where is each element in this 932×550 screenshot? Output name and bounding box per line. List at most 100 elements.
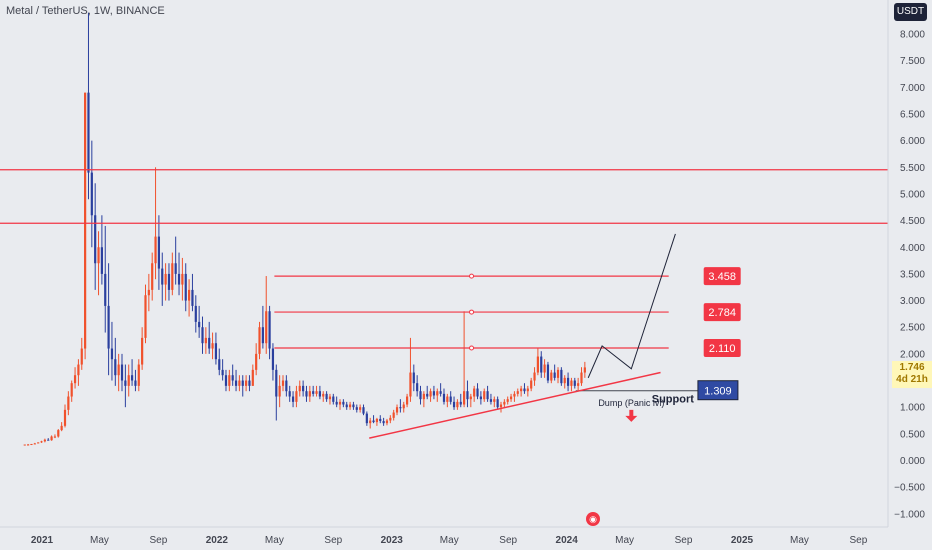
projection-path — [587, 233, 676, 379]
candle-body — [489, 399, 493, 402]
candle-body — [322, 393, 325, 397]
candle-body — [372, 420, 375, 423]
candle-body — [426, 393, 429, 397]
candle-body — [516, 391, 519, 394]
x-tick-label: May — [90, 535, 109, 546]
candle-body — [466, 391, 469, 400]
candle-body — [550, 372, 553, 381]
candle-body — [506, 399, 509, 402]
candle-body — [275, 369, 278, 397]
candle-body — [84, 92, 87, 349]
candle-body — [469, 396, 472, 400]
candle-body — [157, 236, 161, 269]
level-tag — [703, 339, 741, 358]
candle-body — [369, 420, 372, 424]
candle-body — [187, 289, 191, 301]
candle-body — [402, 404, 405, 409]
candle-body — [536, 356, 539, 373]
candle-body — [181, 273, 184, 285]
candle-body — [392, 412, 395, 418]
tradingview-logo-icon[interactable]: ◉ — [586, 512, 600, 526]
candle-body — [583, 367, 586, 373]
candle-body — [409, 372, 412, 397]
candle-body — [141, 337, 144, 365]
x-tick-label: Sep — [324, 535, 342, 546]
candle-body — [318, 391, 321, 397]
level-midpoint — [469, 309, 475, 315]
x-tick-label: 2022 — [206, 535, 229, 546]
x-tick-label: Sep — [499, 535, 517, 546]
candle-body — [154, 236, 157, 264]
candle-body — [37, 442, 40, 444]
x-tick-label: 2025 — [731, 535, 754, 546]
candle-body — [509, 396, 513, 400]
candle-body — [144, 295, 147, 338]
candle-body — [204, 337, 207, 344]
candle-body — [191, 289, 194, 306]
candle-body — [47, 439, 50, 441]
x-tick-label: May — [790, 535, 809, 546]
candle-body — [161, 268, 164, 285]
candle-body — [345, 404, 348, 408]
candle-body — [375, 418, 379, 423]
candle-body — [110, 348, 114, 360]
candle-body — [570, 380, 573, 386]
candle-body — [167, 273, 171, 290]
candle-body — [379, 418, 382, 422]
last-price: 1.746 — [899, 362, 925, 373]
candle-body — [194, 305, 197, 322]
y-tick-label: 5.000 — [900, 189, 925, 200]
candle-body — [302, 385, 305, 392]
candle-body — [365, 413, 368, 424]
candle-body — [463, 391, 466, 405]
candle-body — [493, 399, 496, 402]
candle-body — [446, 396, 449, 402]
candle-body — [278, 385, 281, 397]
candle-body — [218, 359, 221, 370]
candle-body — [359, 407, 362, 410]
candle-body — [211, 343, 214, 349]
candle-body — [419, 391, 422, 400]
candle-body — [164, 273, 167, 285]
candle-body — [53, 436, 57, 438]
candle-body — [566, 377, 570, 386]
y-tick-label: 4.000 — [900, 243, 925, 254]
level-label: 2.784 — [708, 307, 736, 319]
candle-body — [315, 391, 318, 394]
candle-body — [107, 305, 110, 349]
candle-body — [238, 380, 241, 386]
candle-body — [382, 421, 385, 424]
dump-arrow-icon — [625, 409, 638, 422]
currency-button[interactable]: USDT — [894, 3, 927, 21]
candle-body — [201, 327, 204, 344]
y-tick-label: 0.000 — [900, 456, 925, 467]
candle-body — [184, 273, 187, 301]
candle-body — [174, 263, 177, 274]
chart-title: Metal / TetherUS, 1W, BINANCE — [6, 5, 165, 17]
price-axis-panel — [888, 0, 932, 550]
candle-body — [483, 391, 486, 400]
candle-body — [416, 383, 419, 392]
candle-body — [285, 380, 288, 392]
x-tick-label: May — [265, 535, 284, 546]
y-tick-label: 6.500 — [900, 109, 925, 120]
level-midpoint — [469, 345, 475, 351]
candle-body — [422, 393, 425, 400]
candle-body — [177, 273, 181, 285]
candle-body — [255, 353, 258, 370]
candle-body — [117, 364, 120, 376]
level-label: 2.110 — [709, 343, 736, 355]
candle-body — [305, 391, 308, 397]
candle-body — [134, 380, 137, 386]
candle-body — [580, 372, 583, 384]
x-tick-label: 2024 — [556, 535, 579, 546]
support-annotation: Support — [652, 394, 694, 406]
candle-body — [362, 407, 365, 414]
candle-body — [288, 391, 291, 397]
level-midpoint — [469, 273, 475, 279]
candle-body — [573, 380, 576, 386]
candle-body — [513, 393, 516, 397]
candle-body — [87, 92, 90, 173]
